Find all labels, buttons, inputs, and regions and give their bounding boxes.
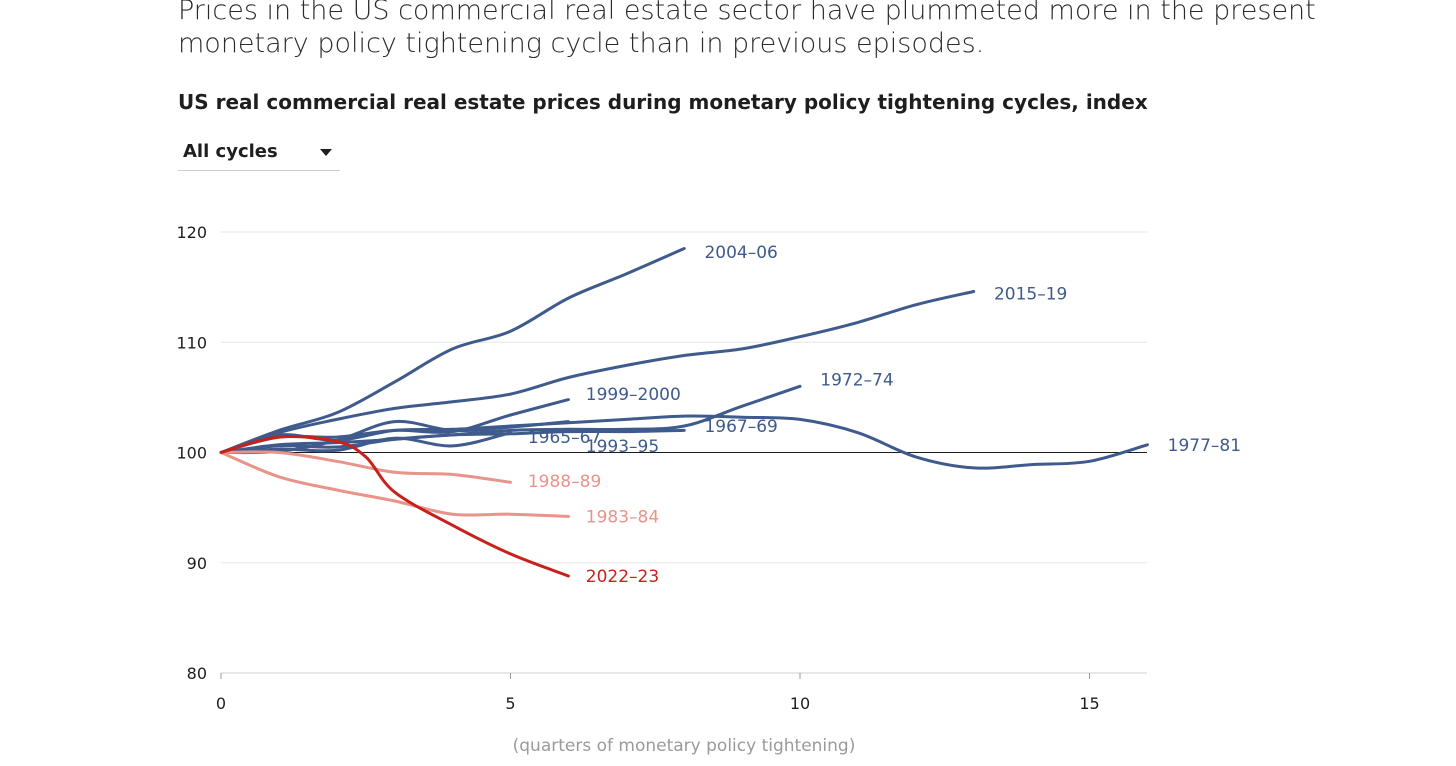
lead-text-line-1: Prices in the US commercial real estate …: [178, 0, 1316, 26]
x-tick-label-15: 15: [1079, 694, 1099, 713]
grid-layer: [221, 231, 1147, 564]
series-label-1999-2000: 1999–2000: [586, 385, 681, 405]
chart-title: US real commercial real estate prices du…: [178, 90, 1148, 114]
series-label-1965-67: 1965–67: [528, 428, 601, 448]
y-tick-label-100: 100: [176, 444, 207, 463]
series-label-1967-69: 1967–69: [704, 417, 777, 437]
axis-layer: 80 90 100 110 120 0 5 10 15: [176, 223, 1147, 713]
cycle-selector-value: All cycles: [183, 141, 278, 162]
series-line-2015-19[interactable]: [219, 290, 976, 454]
series-label-2015-19: 2015–19: [994, 285, 1067, 305]
series-line-1983-84[interactable]: [219, 451, 570, 518]
y-tick-label-110: 110: [176, 333, 207, 352]
series-line-1967-69[interactable]: [219, 428, 686, 454]
y-tick-label-90: 90: [187, 554, 207, 573]
series-layer: [219, 247, 1149, 578]
x-tick-label-0: 0: [216, 694, 226, 713]
series-label-1993-95: 1993–95: [586, 437, 659, 457]
series-line-1988-89[interactable]: [219, 450, 512, 484]
y-tick-label-80: 80: [187, 664, 207, 683]
cycle-selector-dropdown[interactable]: All cycles: [178, 136, 340, 171]
series-label-1983-84: 1983–84: [586, 507, 659, 527]
x-axis-caption: (quarters of monetary policy tightening): [513, 736, 856, 756]
series-line-1977-81[interactable]: [219, 414, 1149, 470]
series-label-1988-89: 1988–89: [528, 472, 601, 492]
series-line-2004-06[interactable]: [219, 247, 686, 454]
label-layer: 2004–06 2015–19 1972–74 1999–2000 1967–69 197…: [528, 243, 1241, 587]
series-line-2022-23[interactable]: [219, 435, 570, 578]
caret-down-icon[interactable]: [320, 149, 332, 156]
x-tick-label-5: 5: [505, 694, 515, 713]
series-line-1972-74[interactable]: [219, 384, 802, 454]
y-tick-label-120: 120: [176, 223, 207, 242]
series-label-1977-81: 1977–81: [1168, 436, 1241, 456]
lead-text: Prices in the US commercial real estate …: [178, 0, 1328, 60]
series-label-2004-06: 2004–06: [704, 243, 777, 263]
series-label-2022-23: 2022–23: [586, 567, 659, 587]
x-tick-label-10: 10: [790, 694, 810, 713]
lead-text-line-2: monetary policy tightening cycle than in…: [178, 28, 985, 59]
series-line-1965-67[interactable]: [219, 431, 512, 454]
series-label-1972-74: 1972–74: [820, 371, 893, 391]
